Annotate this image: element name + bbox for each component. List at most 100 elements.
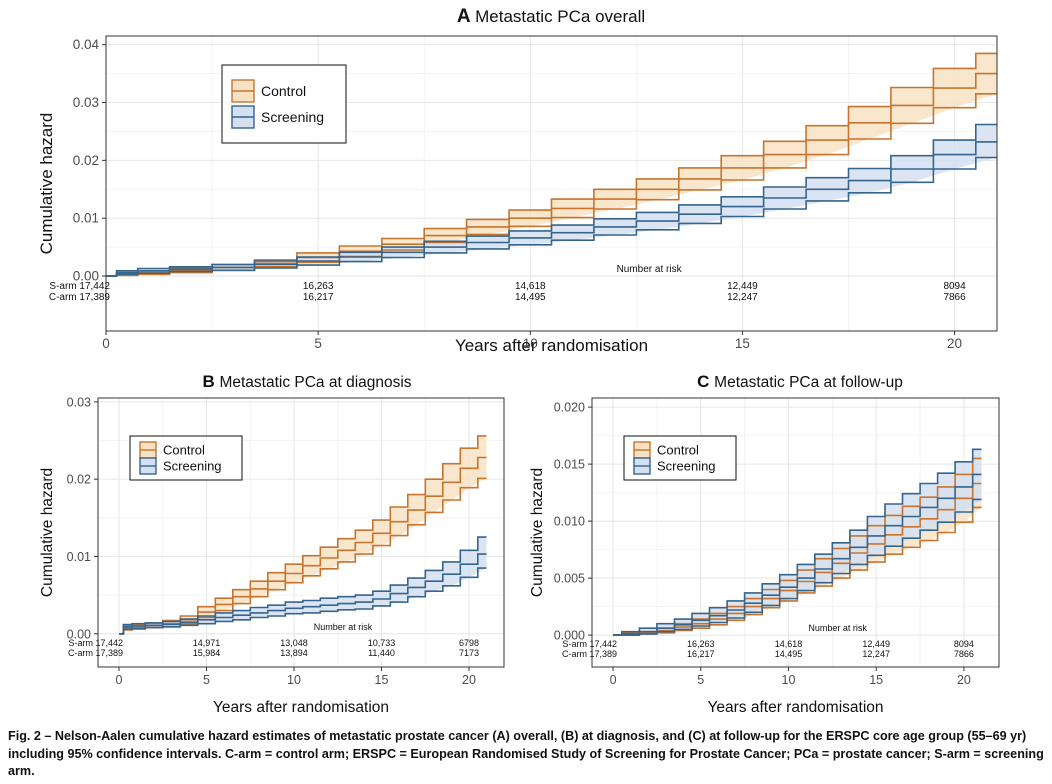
y-axis-label: Cumulative hazard [39, 468, 56, 597]
y-tick-label: 0.03 [67, 395, 91, 409]
x-tick-label: 20 [957, 673, 971, 687]
x-tick-label: 15 [735, 336, 750, 351]
panel-A: A Metastatic PCa overall 0.00 0.01 0.02 0.03… [37, 6, 998, 355]
y-tick-label: 0.02 [73, 153, 99, 168]
risk-value: 14,618 [775, 639, 803, 649]
x-tick-label: 15 [375, 673, 389, 687]
y-tick-label: 0.03 [73, 95, 99, 110]
panel-border-A [105, 35, 998, 332]
panel-letter-A: A [457, 6, 475, 27]
x-tick-label: 5 [203, 673, 210, 687]
x-axis-label: Years after randomisation [455, 336, 648, 355]
caption-prefix: Fig. 2 – [8, 729, 55, 743]
ci-line-upper-screening [613, 448, 982, 636]
y-tick-label: 0.020 [554, 401, 585, 415]
risk-table-title: Number at risk [314, 622, 373, 632]
legend-box [221, 64, 347, 144]
risk-value: 14,495 [515, 292, 546, 303]
figure-caption: Fig. 2 – Nelson-Aalen cumulative hazard … [8, 728, 1044, 781]
panel-B: B Metastatic PCa at diagnosis 0.00 0.01 0.0… [39, 372, 505, 716]
panel-letter-C: C [697, 372, 714, 391]
y-tick-label: 0.000 [554, 629, 585, 643]
y-tick-label: 0.010 [554, 515, 585, 529]
risk-table-title: Number at risk [617, 264, 683, 275]
risk-value: 15,984 [193, 648, 221, 658]
risk-value: 12,449 [727, 281, 758, 292]
panel-border-C [591, 397, 1000, 668]
x-tick-label: 15 [869, 673, 883, 687]
risk-value: 10,733 [368, 638, 396, 648]
panel-C: C Metastatic PCa at follow-up 0.000 0.005 0… [529, 372, 1000, 716]
ci-line-upper-screening [119, 536, 487, 635]
x-tick-label: 20 [947, 336, 962, 351]
ci-line-lower-screening [613, 498, 982, 636]
y-axis-label: Cumulative hazard [529, 468, 546, 597]
y-tick-label: 0.015 [554, 458, 585, 472]
x-tick-label: 10 [287, 673, 301, 687]
legend-label-control: Control [261, 83, 306, 99]
y-tick-label: 0.02 [67, 473, 91, 487]
risk-value: 16,263 [303, 281, 334, 292]
risk-value: 16,263 [687, 639, 715, 649]
panel-border-B [97, 397, 505, 668]
series-line-screening [613, 473, 982, 636]
x-axis-label: Years after randomisation [213, 699, 389, 716]
risk-value: 8094 [943, 281, 966, 292]
panel-title-B: B Metastatic PCa at diagnosis [202, 372, 411, 391]
ci-line-upper-screening [106, 123, 997, 277]
risk-value: 12,247 [727, 292, 758, 303]
risk-value: 16,217 [687, 649, 715, 659]
risk-value: C-arm 17,389 [49, 292, 111, 303]
legend-label-screening: Screening [163, 459, 222, 474]
risk-value: 12,247 [862, 649, 890, 659]
x-tick-label: 5 [697, 673, 704, 687]
risk-value: 8094 [954, 639, 974, 649]
risk-value: S-arm 17,442 [68, 638, 123, 648]
ci-band-screening [119, 537, 487, 634]
panel-title-text-A: Metastatic PCa overall [475, 7, 645, 26]
risk-value: 11,440 [368, 648, 395, 658]
ci-line-lower-screening [106, 156, 997, 277]
legend-label-control: Control [163, 443, 205, 458]
y-axis-label: Cumulative hazard [37, 113, 56, 255]
risk-table-title: Number at risk [808, 623, 867, 633]
series-line-screening [106, 141, 997, 277]
x-tick-label: 10 [523, 336, 538, 351]
x-tick-label: 10 [782, 673, 796, 687]
x-tick-label: 20 [462, 673, 476, 687]
risk-value: 13,894 [280, 648, 308, 658]
caption-text: Nelson-Aalen cumulative hazard estimates… [8, 729, 1044, 778]
y-tick-label: 0.00 [73, 269, 99, 284]
risk-value: 16,217 [303, 292, 334, 303]
panel-title-A: A Metastatic PCa overall [457, 6, 645, 27]
series-line-screening [119, 553, 487, 635]
x-tick-label: 0 [610, 673, 617, 687]
risk-value: S-arm 17,442 [563, 639, 618, 649]
x-tick-label: 0 [116, 673, 123, 687]
x-tick-label: 5 [314, 336, 322, 351]
ci-line-upper-control [119, 435, 487, 635]
y-tick-label: 0.005 [554, 572, 585, 586]
risk-value: S-arm 17,442 [49, 281, 110, 292]
risk-value: 7866 [954, 649, 974, 659]
legend-label-control: Control [657, 443, 699, 458]
risk-value: 7173 [459, 648, 479, 658]
risk-value: 14,495 [775, 649, 803, 659]
y-tick-label: 0.00 [67, 627, 91, 641]
legend-label-screening: Screening [261, 109, 324, 125]
x-tick-label: 0 [102, 336, 110, 351]
risk-value: C-arm 17,389 [562, 649, 617, 659]
panel-letter-B: B [202, 372, 219, 391]
risk-value: 14,618 [515, 281, 546, 292]
risk-value: 12,449 [862, 639, 890, 649]
y-tick-label: 0.04 [73, 37, 100, 52]
legend-label-screening: Screening [657, 459, 716, 474]
risk-value: 13,048 [280, 638, 308, 648]
y-tick-label: 0.01 [67, 550, 91, 564]
risk-value: 7866 [943, 292, 966, 303]
y-tick-label: 0.01 [73, 211, 99, 226]
risk-value: 14,971 [193, 638, 221, 648]
